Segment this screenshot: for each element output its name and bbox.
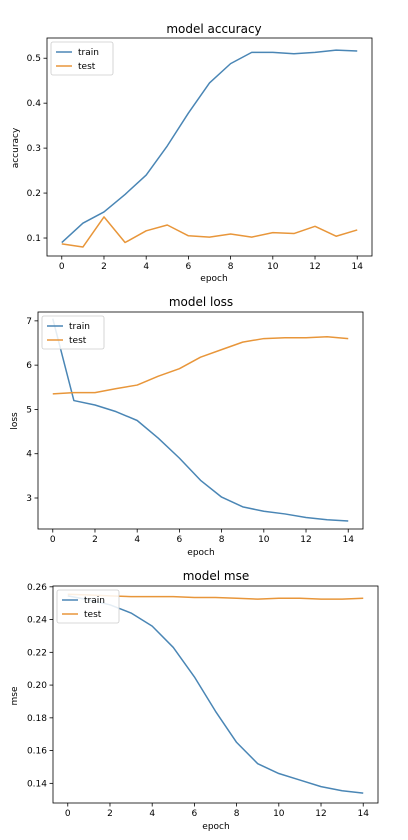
x-tick-label: 8	[234, 809, 240, 819]
y-tick-label: 0.3	[27, 144, 41, 154]
x-tick-label: 0	[65, 809, 71, 819]
x-tick-label: 10	[258, 535, 270, 545]
x-tick-label: 6	[177, 535, 183, 545]
legend: train test	[50, 41, 114, 76]
x-tick-label: 10	[267, 262, 279, 272]
chart-title: model mse	[183, 569, 250, 583]
legend-entry-test: test	[78, 62, 96, 72]
y-tick-label: 0.14	[27, 779, 47, 789]
x-tick-label: 4	[134, 535, 140, 545]
x-tick-label: 12	[309, 262, 320, 272]
y-tick-label: 7	[26, 317, 32, 327]
chart-accuracy: model accuracy epoch accuracy	[11, 22, 262, 284]
x-tick-label: 6	[192, 809, 198, 819]
axes-frame	[52, 585, 379, 804]
x-tick-label: 14	[352, 262, 364, 272]
series-line-test	[61, 216, 358, 248]
y-tick-label: 0.5	[27, 54, 41, 64]
x-tick-label: 12	[315, 809, 326, 819]
chart-title: model accuracy	[166, 22, 261, 36]
x-axis-label: epoch	[200, 274, 227, 284]
x-tick-label: 8	[219, 535, 225, 545]
plot-area-0: 0 2 4 6 8 10 12 14 0.1 0.2 0.3 0.4 0.5 train test	[27, 37, 373, 272]
y-axis-label: mse	[10, 686, 20, 705]
x-tick-label: 2	[101, 262, 107, 272]
y-tick-label: 0.16	[27, 747, 47, 757]
x-tick-label: 2	[107, 809, 113, 819]
legend: train test	[56, 589, 120, 624]
y-tick-label: 4	[26, 450, 32, 460]
x-tick-label: 0	[50, 535, 56, 545]
y-tick-label: 5	[26, 405, 32, 415]
y-tick-label: 3	[26, 494, 32, 504]
legend-entry-test: test	[84, 610, 102, 620]
axes-frame	[46, 37, 373, 257]
x-tick-label: 4	[149, 809, 155, 819]
legend-entry-test: test	[69, 336, 87, 346]
axes-frame	[37, 311, 364, 530]
y-axis-label: accuracy	[11, 127, 21, 168]
x-tick-label: 8	[228, 262, 234, 272]
series-line-train	[61, 49, 358, 244]
x-tick-label: 14	[358, 809, 370, 819]
chart-mse: model mse epoch mse	[10, 569, 249, 832]
x-axis-label: epoch	[202, 822, 229, 832]
y-axis-label: loss	[10, 412, 20, 430]
y-tick-label: 0.18	[27, 714, 47, 724]
legend-entry-train: train	[84, 596, 105, 606]
legend-entry-train: train	[69, 322, 90, 332]
chart-loss: model loss epoch loss	[10, 295, 233, 558]
y-tick-label: 0.4	[27, 99, 42, 109]
legend: train test	[41, 315, 105, 350]
x-tick-label: 4	[143, 262, 149, 272]
legend-entry-train: train	[78, 48, 99, 58]
x-tick-label: 14	[343, 535, 355, 545]
plot-area-1: 0 2 4 6 8 10 12 14 3 4 5 6 7 train test	[26, 311, 364, 545]
series-line-test	[52, 336, 349, 395]
y-tick-label: 0.22	[27, 648, 47, 658]
x-tick-label: 0	[59, 262, 65, 272]
y-tick-label: 0.24	[27, 616, 47, 626]
chart-title: model loss	[169, 295, 233, 309]
y-tick-label: 6	[26, 361, 32, 371]
y-tick-label: 0.26	[27, 583, 47, 593]
x-tick-label: 10	[273, 809, 285, 819]
y-tick-label: 0.2	[27, 189, 41, 199]
x-axis-label: epoch	[187, 548, 214, 558]
y-tick-label: 0.1	[27, 234, 41, 244]
plot-area-2: 0 2 4 6 8 10 12 14 0.14 0.16 0.18 0.20 0.22 0.24 0.26 t…	[27, 583, 379, 819]
x-tick-label: 6	[186, 262, 192, 272]
y-tick-label: 0.20	[27, 681, 47, 691]
x-tick-label: 2	[92, 535, 98, 545]
series-line-train	[67, 595, 364, 794]
x-tick-label: 12	[300, 535, 311, 545]
series-line-train	[52, 318, 349, 522]
